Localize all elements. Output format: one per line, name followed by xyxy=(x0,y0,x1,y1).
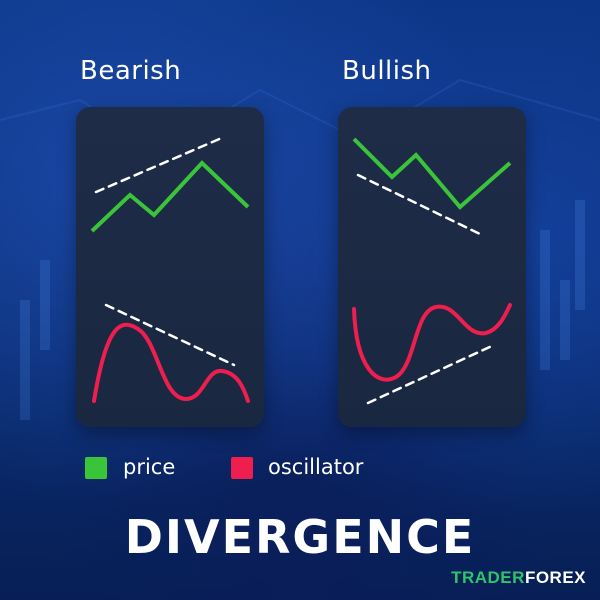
brand-logo: TRADERFOREX xyxy=(451,568,586,588)
bullish-price-trendline xyxy=(356,173,484,237)
bullish-oscillator-trendline xyxy=(366,343,496,405)
bearish-heading: Bearish xyxy=(80,56,182,86)
brand-part-1: TRADER xyxy=(451,568,525,587)
oscillator-legend-swatch xyxy=(231,457,253,479)
bullish-panel xyxy=(338,107,526,427)
bearish-oscillator-curve xyxy=(92,322,250,403)
bearish-diagram xyxy=(90,135,250,403)
bearish-price-trendline xyxy=(94,135,226,194)
bullish-diagram xyxy=(352,137,512,405)
price-legend-label: price xyxy=(123,455,176,479)
bearish-price-line xyxy=(90,160,250,233)
bearish-panel xyxy=(76,107,264,427)
oscillator-legend-label: oscillator xyxy=(268,455,364,479)
bullish-heading: Bullish xyxy=(342,56,432,86)
bullish-oscillator-curve xyxy=(352,303,512,382)
brand-part-2: FOREX xyxy=(524,568,586,587)
bullish-price-line xyxy=(352,137,512,210)
divergence-title: DIVERGENCE xyxy=(124,510,476,564)
price-legend-swatch xyxy=(85,457,107,479)
bearish-oscillator-trendline xyxy=(104,303,236,367)
